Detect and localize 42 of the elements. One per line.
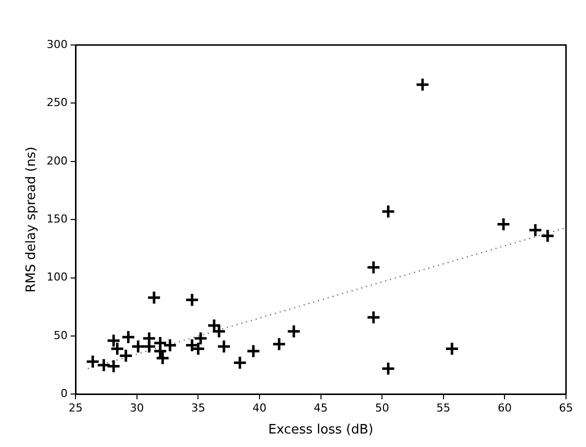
y-tick-label: 50 [54,328,68,342]
point [106,359,121,374]
y-tick-label: 0 [60,387,68,400]
y-tick-label: 100 [46,270,68,284]
point [366,260,381,275]
point [496,217,511,232]
point [272,336,286,352]
point [121,330,136,344]
point [184,292,200,308]
point [146,290,162,305]
x-tick-label: 65 [559,402,573,415]
x-tick-label: 45 [314,402,328,415]
x-axis-title: Excess loss (dB) [268,422,374,438]
point [444,342,460,356]
point [380,361,396,376]
point [96,358,112,372]
x-tick-label: 60 [498,402,512,415]
y-tick-label: 200 [46,154,68,168]
point [415,77,430,92]
point [142,339,156,354]
point [380,204,396,219]
point [193,331,208,346]
point [130,339,146,354]
y-tick-label: 300 [46,38,68,51]
point [286,324,302,339]
y-tick-label: 150 [46,212,68,226]
point [86,354,100,369]
point [246,344,261,358]
point [528,222,543,238]
point [540,228,555,244]
point [232,356,248,370]
point [162,338,178,353]
x-tick-label: 50 [375,402,390,415]
point [216,339,232,354]
x-tick-label: 25 [68,402,83,415]
x-tick-label: 30 [130,402,144,415]
point [366,310,381,325]
y-tick-label: 250 [46,96,68,110]
x-tick-label: 55 [436,402,450,415]
x-tick-label: 35 [191,402,206,415]
x-tick-label: 40 [252,402,266,415]
y-axis-title: RMS delay spread (ns) [24,146,40,293]
